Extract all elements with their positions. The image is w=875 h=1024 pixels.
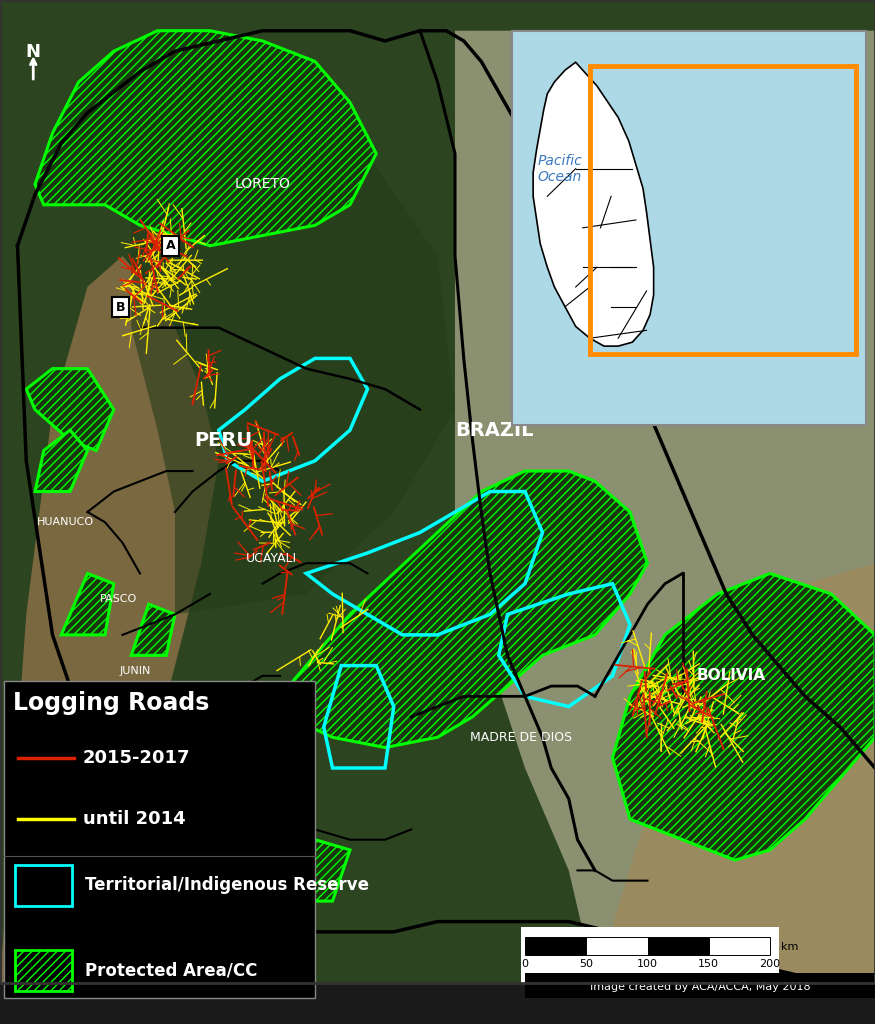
Polygon shape (219, 471, 648, 799)
Text: CUSCO: CUSCO (236, 900, 280, 912)
Bar (525, 973, 875, 998)
Polygon shape (61, 573, 114, 635)
Polygon shape (131, 604, 175, 655)
Text: N: N (25, 43, 41, 61)
Bar (709, 937, 770, 955)
Bar (521, 927, 779, 983)
Text: 50: 50 (579, 959, 593, 970)
Text: km: km (780, 942, 798, 952)
Text: 100: 100 (637, 959, 658, 970)
Text: Territorial/Indigenous Reserve: Territorial/Indigenous Reserve (85, 877, 369, 894)
Bar (4, 681, 315, 998)
Text: MADRE DE DIOS: MADRE DE DIOS (470, 731, 571, 743)
Text: PASCO: PASCO (100, 594, 136, 604)
Polygon shape (35, 31, 376, 246)
Polygon shape (455, 31, 875, 983)
Bar (15, 864, 72, 905)
Polygon shape (26, 369, 114, 451)
Polygon shape (61, 717, 114, 799)
Polygon shape (228, 799, 289, 860)
Polygon shape (0, 256, 219, 983)
Text: PERU: PERU (194, 431, 252, 450)
Polygon shape (533, 62, 654, 346)
Text: LORETO: LORETO (234, 177, 290, 191)
Text: until 2014: until 2014 (83, 810, 186, 828)
Bar (15, 950, 72, 991)
Bar (648, 937, 709, 955)
Polygon shape (280, 840, 350, 901)
Text: B: B (116, 301, 125, 313)
Text: 150: 150 (698, 959, 719, 970)
Text: 0: 0 (522, 959, 528, 970)
Text: Logging Roads: Logging Roads (13, 691, 209, 715)
Bar (590, 67, 856, 354)
Text: UCAYALI: UCAYALI (246, 552, 297, 564)
Bar (586, 937, 648, 955)
Text: BRAZIL: BRAZIL (455, 421, 534, 439)
Text: 2015-2017: 2015-2017 (83, 749, 191, 767)
FancyBboxPatch shape (0, 0, 875, 983)
Text: 200: 200 (760, 959, 780, 970)
Polygon shape (595, 563, 875, 983)
Polygon shape (131, 102, 455, 614)
Text: BOLIVIA: BOLIVIA (696, 669, 765, 683)
Polygon shape (612, 573, 875, 860)
Text: JUNIN: JUNIN (120, 666, 151, 676)
Text: A: A (166, 240, 175, 252)
Text: Protected Area/CC: Protected Area/CC (85, 962, 257, 980)
Text: Pacific
Ocean: Pacific Ocean (537, 154, 583, 184)
Text: HUANUCO: HUANUCO (37, 517, 94, 527)
Text: Image created by ACA/ACCA, May 2018: Image created by ACA/ACCA, May 2018 (590, 982, 810, 992)
Polygon shape (35, 430, 88, 492)
Bar (512, 31, 866, 425)
Bar (525, 937, 586, 955)
